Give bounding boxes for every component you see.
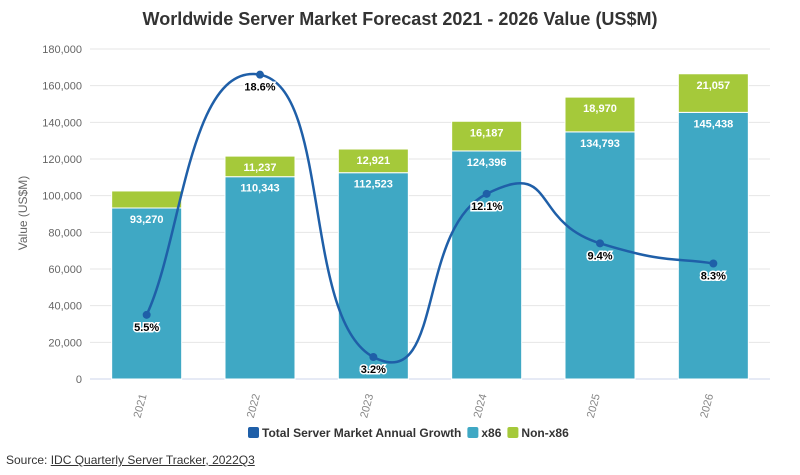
x-axis-ticks: 2021 2022 2023 2024 2025 2026: [132, 393, 717, 420]
bar-data-label: 145,438: [693, 118, 733, 130]
source-note: Source: IDC Quarterly Server Tracker, 20…: [6, 453, 255, 467]
growth-data-label: 12.1%: [471, 201, 502, 213]
y-tick-label: 120,000: [42, 154, 82, 166]
legend-item[interactable]: x86: [481, 426, 501, 440]
growth-point[interactable]: [709, 259, 718, 268]
x-tick-label: 2023: [358, 393, 376, 420]
legend-swatch: [248, 427, 259, 438]
growth-data-label: 18.6%: [244, 82, 275, 94]
growth-point[interactable]: [256, 70, 264, 79]
y-tick-label: 0: [76, 374, 82, 386]
bar-x86[interactable]: [564, 131, 636, 380]
source-prefix: Source:: [6, 453, 51, 467]
bar-data-label: 93,270: [130, 214, 164, 226]
y-tick-label: 180,000: [42, 44, 82, 56]
growth-data-label: 8.3%: [701, 271, 726, 283]
growth-data-label: 9.4%: [587, 250, 612, 262]
x-tick-label: 2025: [585, 393, 603, 420]
bar-labels: 93,270 110,343 11,237 112,523 12,921 124,396 1…: [130, 80, 733, 226]
bar-x86[interactable]: [337, 172, 409, 380]
growth-point[interactable]: [482, 189, 491, 198]
bar-x86[interactable]: [451, 150, 523, 380]
bar-data-label: 11,237: [243, 162, 276, 174]
x-tick-label: 2021: [132, 393, 150, 420]
legend-item[interactable]: Total Server Market Annual Growth: [262, 426, 461, 440]
bar-data-label: 124,396: [467, 157, 507, 169]
source-link[interactable]: IDC Quarterly Server Tracker, 2022Q3: [50, 453, 255, 467]
bar-non-x86[interactable]: [564, 96, 636, 133]
bar-data-label: 12,921: [357, 155, 391, 167]
legend-swatch: [467, 427, 479, 438]
bar-data-label: 112,523: [354, 179, 393, 191]
y-tick-label: 140,000: [42, 117, 82, 129]
y-tick-label: 160,000: [42, 81, 82, 93]
bar-non-x86[interactable]: [677, 73, 749, 113]
bar-non-x86[interactable]: [451, 120, 523, 152]
growth-point[interactable]: [369, 353, 378, 361]
legend-swatch: [507, 427, 519, 438]
bar-non-x86[interactable]: [337, 148, 409, 174]
y-tick-label: 100,000: [42, 191, 82, 203]
x-tick-label: 2026: [698, 393, 716, 420]
bar-data-label: 21,057: [697, 80, 731, 92]
legend: Total Server Market Annual Growth x86 Non-…: [248, 426, 569, 440]
growth-line: 5.5% 18.6% 3.2% 12.1% 9.4% 8.3%: [133, 70, 728, 378]
bar-data-label: 110,343: [240, 183, 279, 195]
x-tick-label: 2022: [245, 393, 263, 420]
bar-data-label: 18,970: [583, 103, 617, 115]
bar-data-label: 134,793: [580, 138, 620, 150]
gridlines: [90, 48, 770, 380]
x-tick-label: 2024: [472, 393, 490, 420]
growth-point[interactable]: [142, 310, 151, 319]
y-tick-label: 20,000: [48, 337, 82, 349]
y-axis-ticks: 0 20,000 40,000 60,000 80,000 100,000 120,000 1…: [42, 44, 82, 386]
bar-x86[interactable]: [224, 176, 296, 380]
y-tick-label: 40,000: [48, 301, 82, 313]
growth-data-label: 3.2%: [361, 364, 386, 376]
growth-point[interactable]: [596, 239, 604, 248]
growth-line-path: [145, 72, 714, 364]
bars: [111, 73, 749, 380]
legend-item[interactable]: Non-x86: [521, 426, 569, 440]
growth-data-label: 5.5%: [134, 322, 159, 334]
bar-non-x86[interactable]: [111, 190, 183, 209]
y-tick-label: 60,000: [48, 264, 82, 276]
bar-x86[interactable]: [677, 111, 749, 380]
y-axis-label: Value (US$M): [16, 176, 30, 250]
y-tick-label: 80,000: [48, 227, 82, 239]
chart-title: Worldwide Server Market Forecast 2021 - …: [143, 9, 658, 29]
bar-data-label: 16,187: [470, 127, 504, 139]
bar-non-x86[interactable]: [224, 155, 296, 178]
